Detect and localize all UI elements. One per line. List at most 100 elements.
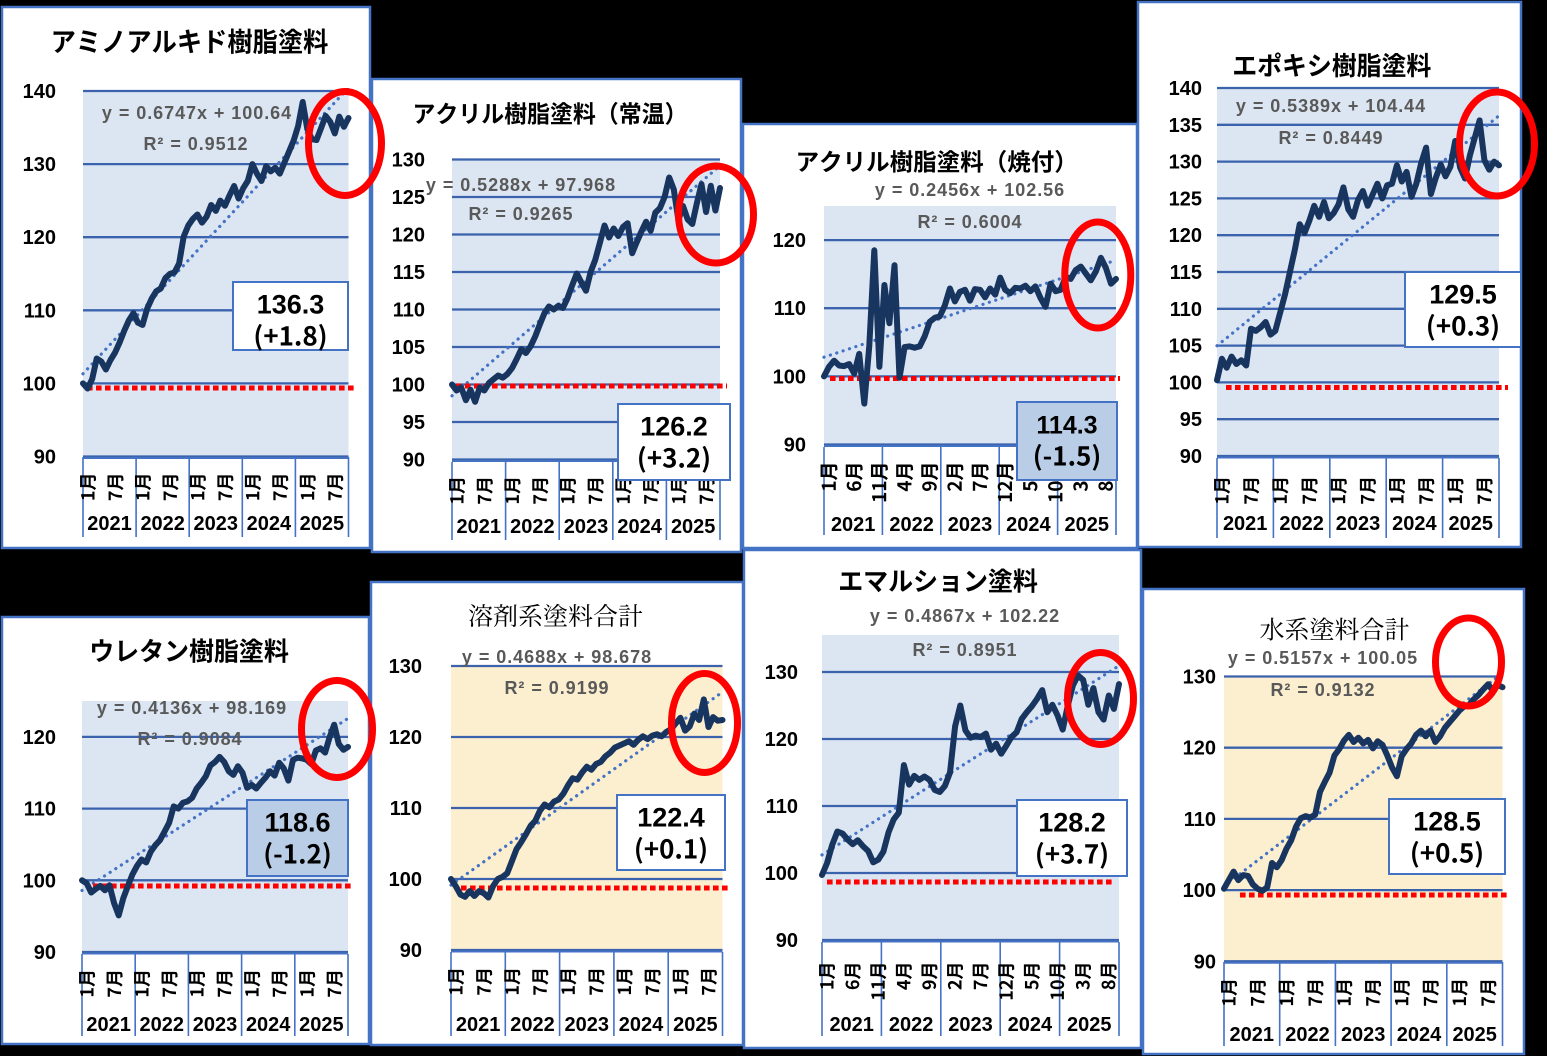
svg-text:90: 90 — [403, 450, 425, 472]
svg-text:R² = 0.9199: R² = 0.9199 — [504, 678, 609, 698]
svg-text:120: 120 — [1169, 225, 1202, 247]
svg-text:128.5: 128.5 — [1413, 807, 1481, 837]
svg-text:110: 110 — [393, 300, 425, 322]
svg-text:2022: 2022 — [510, 516, 555, 538]
svg-text:128.2: 128.2 — [1038, 808, 1106, 838]
svg-text:130: 130 — [392, 150, 425, 172]
svg-text:114.3: 114.3 — [1036, 412, 1097, 440]
svg-text:120: 120 — [23, 727, 56, 749]
svg-text:110: 110 — [1170, 299, 1202, 321]
svg-text:120: 120 — [23, 227, 56, 249]
svg-text:R² = 0.9132: R² = 0.9132 — [1270, 680, 1375, 700]
svg-text:R² = 0.8951: R² = 0.8951 — [912, 640, 1017, 660]
svg-text:2023: 2023 — [1336, 513, 1381, 535]
svg-text:115: 115 — [1170, 262, 1202, 284]
svg-text:120: 120 — [765, 729, 798, 751]
svg-text:90: 90 — [34, 942, 56, 964]
svg-text:2023: 2023 — [193, 1014, 238, 1036]
svg-text:2022: 2022 — [1279, 513, 1324, 535]
svg-text:100: 100 — [773, 366, 806, 388]
svg-text:y = 0.4867x + 102.22: y = 0.4867x + 102.22 — [870, 606, 1060, 626]
svg-text:130: 130 — [765, 662, 798, 684]
svg-text:2025: 2025 — [673, 1014, 718, 1036]
svg-text:2021: 2021 — [86, 1014, 131, 1036]
svg-text:130: 130 — [1169, 152, 1202, 174]
svg-text:122.4: 122.4 — [637, 803, 705, 833]
svg-text:R² = 0.8449: R² = 0.8449 — [1278, 128, 1383, 148]
svg-text:2023: 2023 — [564, 516, 609, 538]
svg-text:100: 100 — [389, 869, 422, 891]
svg-text:130: 130 — [23, 154, 56, 176]
svg-text:2022: 2022 — [889, 1014, 934, 1036]
svg-text:y = 0.5389x + 104.44: y = 0.5389x + 104.44 — [1236, 96, 1426, 116]
svg-text:110: 110 — [24, 300, 56, 322]
svg-text:100: 100 — [23, 870, 56, 892]
svg-text:120: 120 — [773, 230, 806, 252]
svg-text:115: 115 — [393, 262, 425, 284]
svg-text:136.3: 136.3 — [257, 290, 325, 320]
svg-text:2021: 2021 — [829, 1014, 874, 1036]
svg-text:90: 90 — [776, 930, 798, 952]
svg-text:R² = 0.9084: R² = 0.9084 — [137, 729, 242, 749]
svg-text:y = 0.4688x + 98.678: y = 0.4688x + 98.678 — [462, 647, 652, 667]
svg-text:2024: 2024 — [246, 1014, 291, 1036]
svg-text:y = 0.5157x + 100.05: y = 0.5157x + 100.05 — [1228, 648, 1418, 668]
svg-text:y = 0.6747x + 100.64: y = 0.6747x + 100.64 — [102, 103, 292, 123]
svg-text:R² = 0.9512: R² = 0.9512 — [143, 134, 248, 154]
svg-text:2024: 2024 — [1397, 1024, 1442, 1046]
svg-text:2025: 2025 — [1065, 514, 1110, 536]
svg-text:R² = 0.9265: R² = 0.9265 — [468, 204, 573, 224]
svg-text:110: 110 — [774, 298, 806, 320]
svg-text:105: 105 — [392, 337, 425, 359]
svg-text:2023: 2023 — [565, 1014, 610, 1036]
svg-text:135: 135 — [1169, 115, 1202, 137]
svg-text:y = 0.2456x + 102.56: y = 0.2456x + 102.56 — [875, 180, 1065, 200]
svg-text:105: 105 — [1169, 336, 1202, 358]
svg-text:100: 100 — [392, 375, 425, 397]
svg-text:90: 90 — [784, 435, 806, 457]
svg-text:2023: 2023 — [948, 514, 993, 536]
svg-text:130: 130 — [1183, 667, 1216, 689]
svg-text:2025: 2025 — [299, 1014, 344, 1036]
svg-text:120: 120 — [1183, 738, 1216, 760]
svg-text:2025: 2025 — [300, 513, 345, 535]
svg-text:100: 100 — [765, 863, 798, 885]
svg-text:2025: 2025 — [1449, 513, 1494, 535]
svg-text:2021: 2021 — [1223, 513, 1268, 535]
svg-text:y = 0.4136x + 98.169: y = 0.4136x + 98.169 — [97, 698, 287, 718]
svg-text:120: 120 — [389, 727, 422, 749]
svg-text:R² = 0.6004: R² = 0.6004 — [917, 212, 1022, 232]
svg-text:2025: 2025 — [1067, 1014, 1112, 1036]
svg-text:2021: 2021 — [87, 513, 132, 535]
svg-text:2022: 2022 — [889, 514, 934, 536]
svg-text:2024: 2024 — [1006, 514, 1051, 536]
svg-text:2024: 2024 — [1008, 1014, 1053, 1036]
svg-text:2022: 2022 — [1285, 1024, 1330, 1046]
svg-text:95: 95 — [1180, 409, 1202, 431]
svg-text:118.6: 118.6 — [264, 808, 330, 838]
svg-text:90: 90 — [1180, 446, 1202, 468]
svg-text:126.2: 126.2 — [640, 412, 708, 442]
svg-text:2023: 2023 — [194, 513, 239, 535]
svg-text:140: 140 — [23, 81, 56, 103]
svg-text:110: 110 — [24, 799, 56, 821]
svg-text:2023: 2023 — [1341, 1024, 1386, 1046]
svg-text:2021: 2021 — [1230, 1024, 1275, 1046]
svg-text:2022: 2022 — [510, 1014, 555, 1036]
svg-text:2025: 2025 — [671, 516, 716, 538]
svg-text:2021: 2021 — [456, 1014, 501, 1036]
svg-text:2024: 2024 — [1392, 513, 1437, 535]
svg-text:110: 110 — [1184, 809, 1216, 831]
svg-text:100: 100 — [23, 373, 56, 395]
svg-text:y = 0.5288x + 97.968: y = 0.5288x + 97.968 — [426, 175, 616, 195]
svg-text:110: 110 — [766, 796, 798, 818]
svg-text:2024: 2024 — [247, 513, 292, 535]
svg-text:100: 100 — [1183, 880, 1216, 902]
svg-text:2024: 2024 — [617, 516, 662, 538]
svg-text:90: 90 — [1194, 951, 1216, 973]
svg-text:90: 90 — [34, 447, 56, 469]
svg-text:95: 95 — [403, 412, 425, 434]
svg-text:130: 130 — [389, 656, 422, 678]
svg-text:2024: 2024 — [619, 1014, 664, 1036]
svg-text:110: 110 — [390, 798, 422, 820]
